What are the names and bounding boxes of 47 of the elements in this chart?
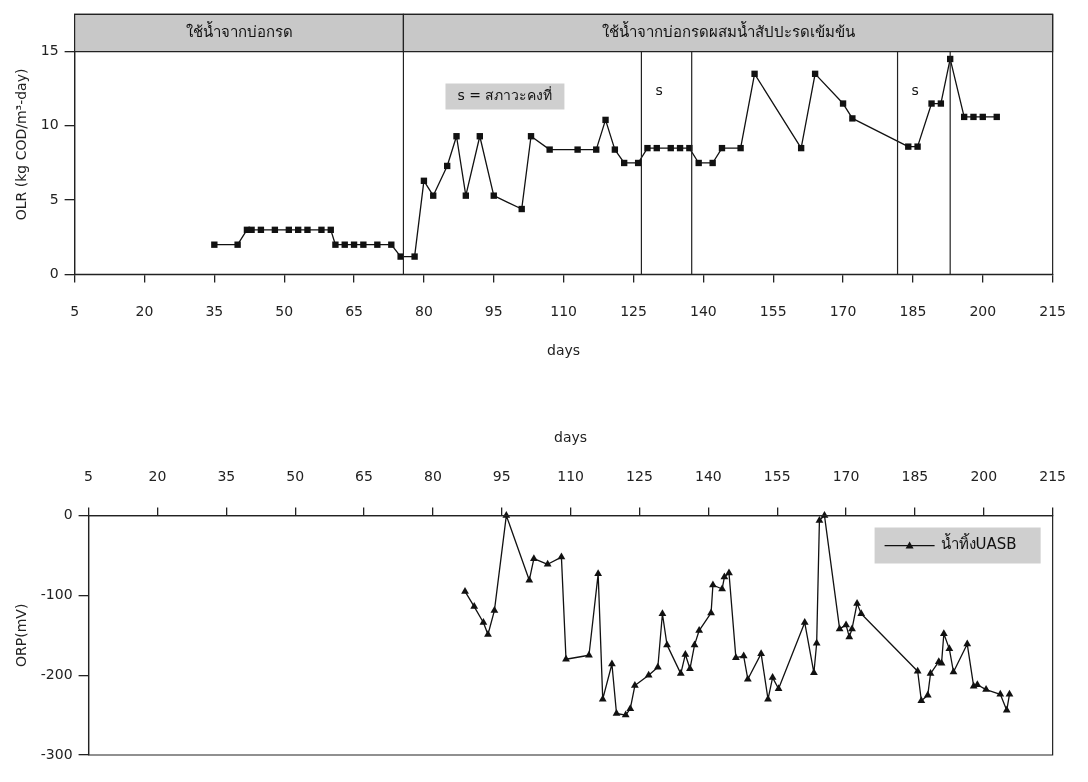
x2-tick-label: 65 [355,467,373,484]
y-tick-label: -300 [40,745,73,762]
y-tick-label: 0 [63,506,73,523]
x-axis-title: days [547,342,581,359]
x-tick-label: 20 [135,303,154,320]
legend-label: น้ำทิ้งUASB [940,533,1017,554]
x2-tick-label: 200 [970,467,998,484]
x2-tick-label: 110 [557,467,584,484]
x-tick-label: 35 [205,303,224,320]
y-tick-label: 0 [49,265,59,282]
x2-tick-label: 20 [148,467,167,484]
x-tick-label: 170 [829,303,857,320]
y-tick-label: -100 [40,586,73,603]
x2-tick-label: 140 [694,467,722,484]
x2-tick-label: 185 [901,467,929,484]
x2-tick-label: 80 [423,467,442,484]
y-axis-title: OLR (kg COD/m³-day) [13,68,30,221]
x-tick-label: 140 [689,303,717,320]
x-tick-label: 215 [1039,303,1067,320]
x-tick-label: 155 [759,303,787,320]
annotation: s = สภาวะคงที่ [457,86,553,104]
x-tick-label: 170 [832,467,860,484]
x2-tick-label: 35 [217,467,236,484]
x2-tick-label: 50 [286,467,305,484]
ref-line-label: s [655,82,663,99]
x2-tick-label: 125 [626,467,653,484]
x-tick-label: 65 [345,303,363,320]
y-axis-title: ORP(mV) [13,603,30,667]
x-tick-label: 185 [899,303,927,320]
ref-line-label: s [911,82,919,99]
x-tick-label: 80 [414,303,433,320]
y-tick-label: 5 [49,190,59,207]
band-label: ใช้น้ำจากบ่อกรดผสมน้ำสัปปะรดเข้มข้น [601,20,855,41]
x-tick-label: 110 [550,303,577,320]
y-tick-label: 15 [40,42,59,59]
x-tick-label: 200 [969,303,997,320]
x-tick-label: 125 [620,303,647,320]
band-label: ใช้น้ำจากบ่อกรด [185,20,293,41]
y-tick-label: 10 [40,116,59,133]
x2-tick-label: 215 [1039,467,1067,484]
x-tick-label: 95 [484,303,503,320]
x-tick-label: 50 [275,303,294,320]
x2-axis-title: days [554,429,588,446]
x2-tick-label: 155 [763,467,791,484]
x2-tick-label: 95 [492,467,511,484]
x2-tick-label: 5 [84,467,94,484]
y-tick-label: -200 [40,665,73,682]
